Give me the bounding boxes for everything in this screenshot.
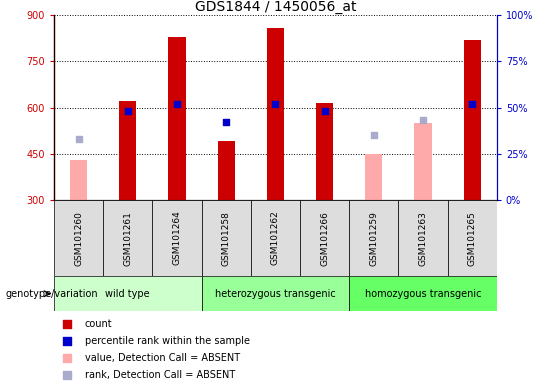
Bar bbox=[251, 200, 300, 276]
Point bbox=[369, 132, 378, 138]
Bar bbox=[463, 40, 481, 200]
Text: genotype/variation: genotype/variation bbox=[5, 289, 98, 299]
Bar bbox=[201, 276, 349, 311]
Point bbox=[63, 338, 72, 344]
Point bbox=[271, 101, 280, 107]
Bar bbox=[349, 200, 399, 276]
Point bbox=[63, 320, 72, 326]
Bar bbox=[70, 160, 87, 200]
Text: GSM101264: GSM101264 bbox=[172, 211, 181, 265]
Text: GSM101265: GSM101265 bbox=[468, 211, 477, 265]
Point bbox=[63, 355, 72, 361]
Bar bbox=[267, 28, 284, 200]
Bar bbox=[119, 101, 137, 200]
Bar bbox=[414, 123, 431, 200]
Text: count: count bbox=[85, 318, 113, 329]
Bar bbox=[316, 103, 333, 200]
Bar bbox=[365, 154, 382, 200]
Point bbox=[63, 372, 72, 379]
Text: value, Detection Call = ABSENT: value, Detection Call = ABSENT bbox=[85, 353, 240, 363]
Point bbox=[468, 101, 476, 107]
Point bbox=[222, 119, 231, 125]
Point bbox=[75, 136, 83, 142]
Bar bbox=[168, 37, 186, 200]
Text: GSM101263: GSM101263 bbox=[418, 211, 428, 265]
Text: homozygous transgenic: homozygous transgenic bbox=[364, 289, 481, 299]
Text: GSM101259: GSM101259 bbox=[369, 211, 379, 265]
Title: GDS1844 / 1450056_at: GDS1844 / 1450056_at bbox=[194, 0, 356, 14]
Text: GSM101261: GSM101261 bbox=[123, 211, 132, 265]
Bar bbox=[201, 200, 251, 276]
Text: GSM101266: GSM101266 bbox=[320, 211, 329, 265]
Bar bbox=[103, 200, 152, 276]
Bar bbox=[54, 200, 103, 276]
Bar bbox=[349, 276, 497, 311]
Point bbox=[320, 108, 329, 114]
Text: GSM101262: GSM101262 bbox=[271, 211, 280, 265]
Bar bbox=[54, 276, 201, 311]
Text: rank, Detection Call = ABSENT: rank, Detection Call = ABSENT bbox=[85, 370, 235, 381]
Point bbox=[124, 108, 132, 114]
Text: percentile rank within the sample: percentile rank within the sample bbox=[85, 336, 250, 346]
Bar bbox=[218, 141, 235, 200]
Text: heterozygous transgenic: heterozygous transgenic bbox=[215, 289, 336, 299]
Bar bbox=[399, 200, 448, 276]
Point bbox=[418, 118, 427, 124]
Bar bbox=[300, 200, 349, 276]
Bar bbox=[152, 200, 201, 276]
Bar bbox=[448, 200, 497, 276]
Text: GSM101258: GSM101258 bbox=[222, 211, 231, 265]
Point bbox=[173, 101, 181, 107]
Text: wild type: wild type bbox=[105, 289, 150, 299]
Text: GSM101260: GSM101260 bbox=[74, 211, 83, 265]
